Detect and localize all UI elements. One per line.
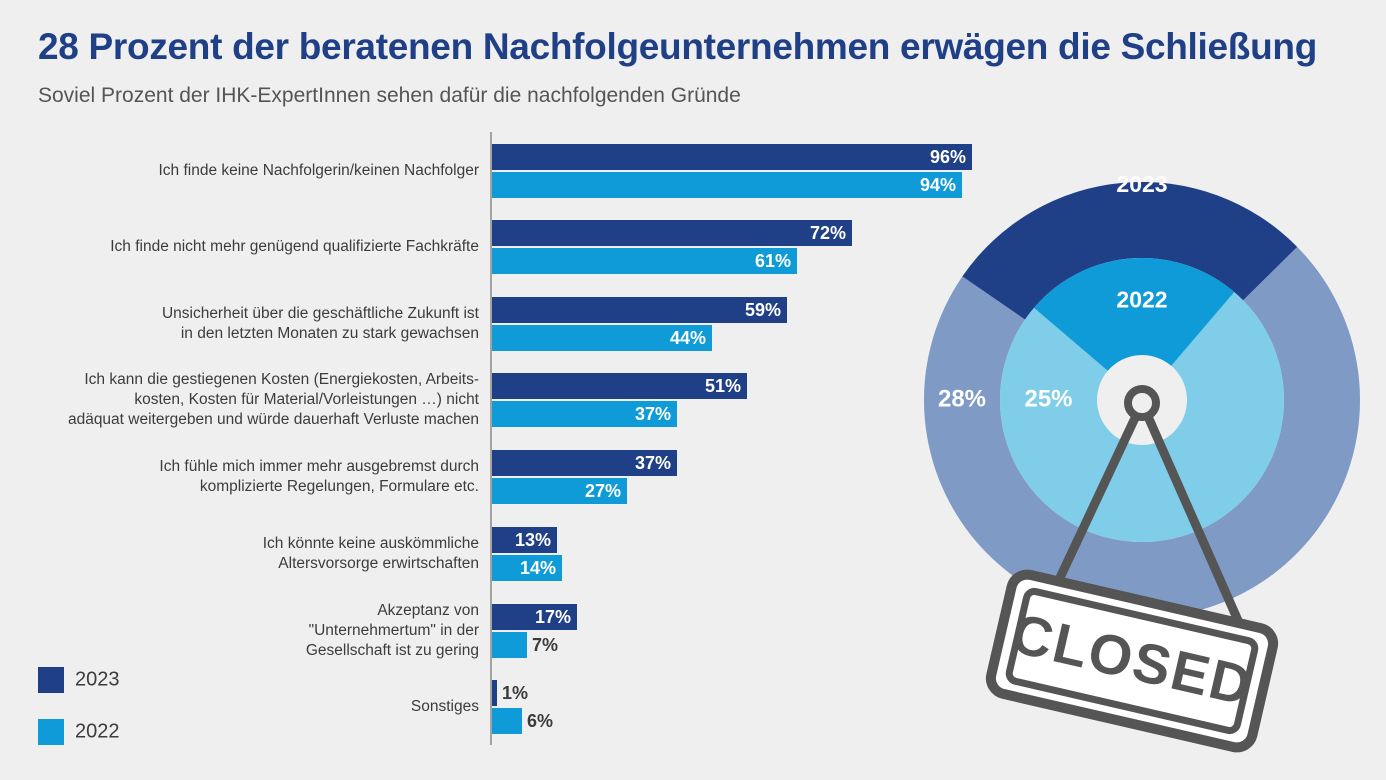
bar-value-label: 17% [535,607,571,627]
legend-label: 2023 [75,668,120,690]
ring-2022-segment [1034,258,1235,371]
bar-value-label: 6% [527,711,553,731]
closed-sign-icon: CLOSED [985,385,1279,753]
category-label: Unsicherheit über die geschäftliche Zuku… [162,305,480,322]
bar-value-label: 14% [520,558,556,578]
category-label: komplizierte Regelungen, Formulare etc. [200,478,479,495]
legend: 2023 2022 [38,667,120,745]
bar-value-label: 59% [745,300,781,320]
bar-2023 [492,297,787,323]
bar-value-label: 94% [920,175,956,195]
sign-board: CLOSED [985,569,1279,753]
bar-value-label: 37% [635,404,671,424]
bar-2022 [492,555,562,581]
ring-year-label: 2022 [1116,287,1167,313]
bar-2023 [492,604,577,630]
category-label: Gesellschaft ist zu gering [306,642,479,659]
bar-value-label: 96% [930,147,966,167]
bar-2022 [492,632,527,658]
category-label: Akzeptanz von [377,602,479,619]
category-label: kosten, Kosten für Material/Vorleistunge… [134,391,479,408]
category-label: Ich kann die gestiegenen Kosten (Energie… [84,371,479,388]
category-label: Altersvorsorge erwirtschaften [278,555,479,572]
bar-2023 [492,144,972,170]
bar-2023 [492,220,852,246]
bar-2023 [492,680,497,706]
category-label: Ich fühle mich immer mehr ausgebremst du… [159,458,479,475]
chart-subtitle: Soviel Prozent der IHK-ExpertInnen sehen… [38,84,741,107]
sign-string [1137,398,1245,630]
bar-2023 [492,450,677,476]
bar-2023 [492,373,747,399]
legend-label: 2022 [75,720,120,742]
bar-value-label: 44% [670,328,706,348]
bar-value-label: 1% [502,683,528,703]
category-label: "Unternehmertum" in der [309,622,479,639]
legend-swatch [38,667,64,693]
sign-string [1053,398,1147,587]
bar-2022 [492,325,712,351]
sign-board-inner [1005,587,1259,735]
ring-value-label: 25% [1024,385,1072,412]
bar-2022 [492,401,677,427]
bar-2022 [492,172,962,198]
bar-2022 [492,708,522,734]
category-label: Ich finde keine Nachfolgerin/keinen Nach… [158,162,479,179]
bar-2022 [492,478,627,504]
bar-value-label: 61% [755,251,791,271]
category-label: Ich finde nicht mehr genügend qualifizie… [110,238,479,255]
category-label: Sonstiges [411,698,479,715]
bar-2022 [492,248,797,274]
bar-2023 [492,527,557,553]
chart-title: 28 Prozent der beratenen Nachfolgeuntern… [38,26,1317,67]
sign-board-frame [985,569,1279,753]
bar-value-label: 37% [635,453,671,473]
bar-value-label: 13% [515,530,551,550]
sign-nail [1124,385,1160,421]
bar-value-label: 7% [532,635,558,655]
bar-value-label: 51% [705,376,741,396]
ring-2023-segment [962,181,1298,320]
ring-value-label: 28% [938,385,986,412]
bar-value-label: 27% [585,481,621,501]
category-label: in den letzten Monaten zu stark gewachse… [181,325,479,342]
ring-year-label: 2023 [1116,171,1167,197]
bar-chart: Ich finde keine Nachfolgerin/keinen Nach… [68,132,972,745]
category-label: adäquat weitergeben und würde dauerhaft … [68,411,479,428]
bar-value-label: 72% [810,223,846,243]
category-label: Ich könnte keine auskömmliche [263,535,479,552]
ring-chart: 2023 28% 2022 25% [923,171,1360,618]
legend-swatch [38,719,64,745]
